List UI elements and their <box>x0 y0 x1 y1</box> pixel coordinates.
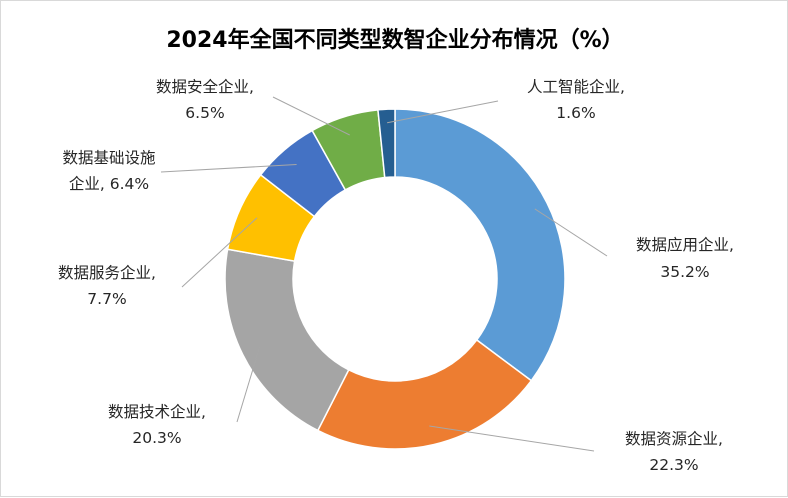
data-label-3-line-0: 数据服务企业, <box>58 264 156 282</box>
slice-2 <box>224 248 350 432</box>
data-label-1-line-0: 数据资源企业, <box>625 430 723 448</box>
leader-lines <box>160 96 608 452</box>
leader-line-4 <box>160 164 297 173</box>
data-label-6-line-1: 1.6% <box>556 104 595 122</box>
data-label-4-line-0: 数据基础设施 <box>62 149 155 167</box>
data-label-6-line-0: 人工智能企业, <box>527 78 625 96</box>
data-label-5-line-1: 6.5% <box>185 104 224 122</box>
leader-line-1 <box>429 425 595 452</box>
leader-line-3 <box>181 217 258 288</box>
slice-1 <box>316 338 533 450</box>
data-label-5-line-0: 数据安全企业, <box>156 78 254 96</box>
data-label-0-line-0: 数据应用企业, <box>636 235 734 254</box>
doughnut-slices <box>224 108 566 450</box>
slice-0 <box>394 108 566 382</box>
data-label-1-line-1: 22.3% <box>649 456 698 474</box>
leader-line-0 <box>534 208 608 257</box>
data-label-0-line-1: 35.2% <box>660 263 709 281</box>
leader-line-2 <box>236 346 261 423</box>
data-labels: 数据应用企业, 35.2% 数据资源企业, 22.3% 数据技术企业, 20.3% 数据服务… <box>58 78 734 474</box>
slice-6 <box>377 108 396 179</box>
data-label-4-line-1: 企业, 6.4% <box>69 175 149 193</box>
chart-title: 2024年全国不同类型数智企业分布情况（%） <box>166 27 623 53</box>
data-label-2-line-0: 数据技术企业, <box>108 403 206 421</box>
data-label-2-line-1: 20.3% <box>132 429 181 447</box>
data-label-3-line-1: 7.7% <box>87 290 126 308</box>
leader-line-6 <box>387 100 499 124</box>
leader-line-5 <box>272 96 350 136</box>
